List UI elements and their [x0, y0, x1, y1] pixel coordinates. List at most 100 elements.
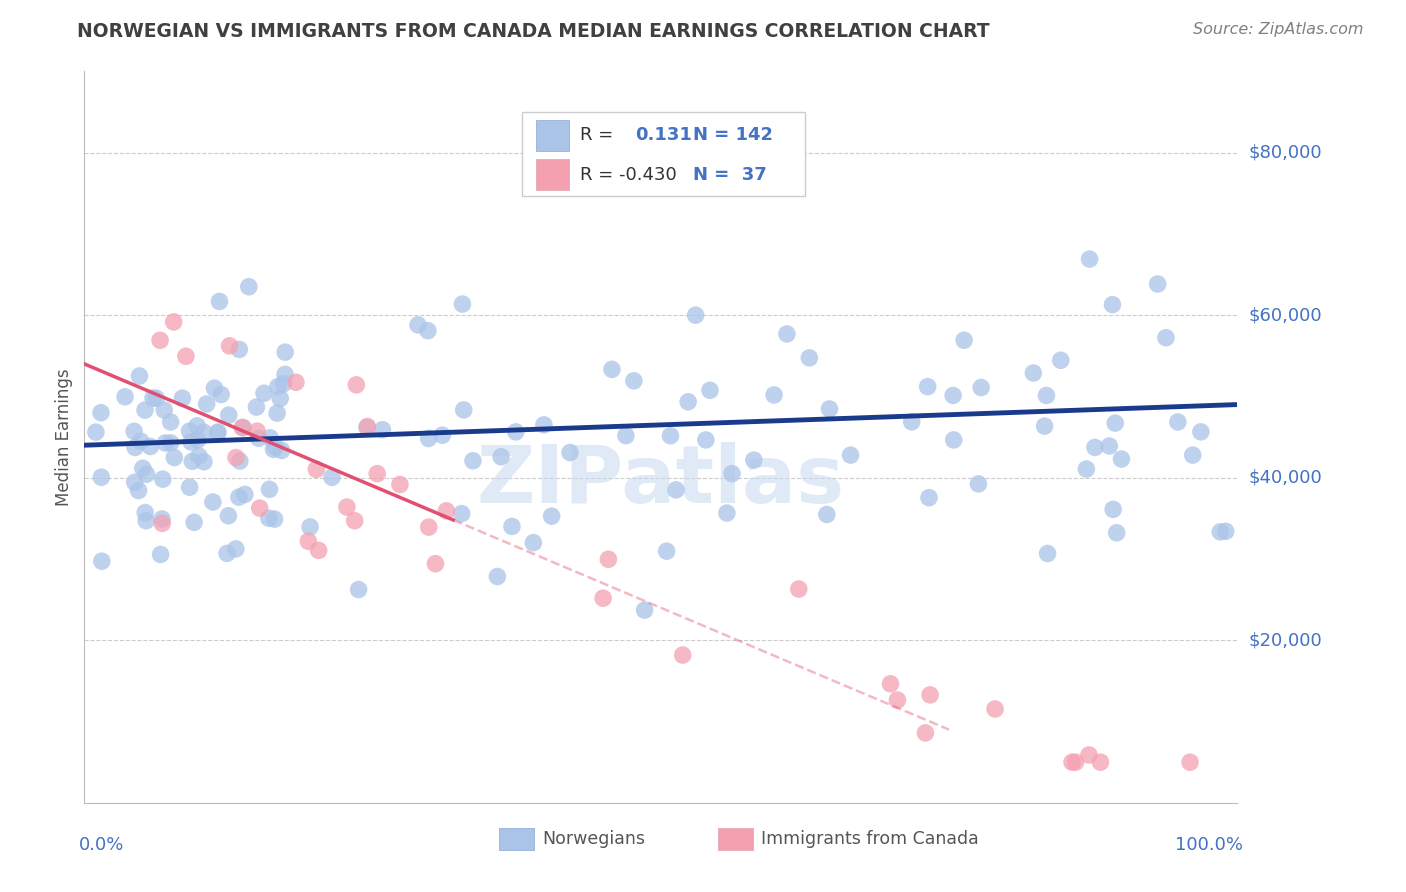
Text: 0.0%: 0.0%: [79, 836, 124, 854]
Point: [195, 397, 218, 411]
Point: [284, 376, 307, 390]
Point: [187, 449, 209, 463]
Point: [1215, 524, 1237, 539]
Point: [633, 603, 655, 617]
Point: [183, 516, 205, 530]
Point: [308, 543, 330, 558]
Point: [231, 420, 253, 434]
Point: [418, 432, 440, 446]
Point: [122, 425, 145, 439]
Point: [450, 507, 472, 521]
Point: [246, 424, 269, 438]
Point: [114, 390, 136, 404]
Point: [356, 420, 378, 434]
Point: [145, 392, 167, 406]
Point: [953, 333, 976, 347]
Point: [274, 345, 297, 359]
Text: Source: ZipAtlas.com: Source: ZipAtlas.com: [1194, 22, 1364, 37]
Point: [201, 495, 224, 509]
Text: 0.131: 0.131: [636, 126, 692, 145]
Point: [149, 548, 172, 562]
Point: [453, 403, 475, 417]
Point: [1035, 388, 1057, 402]
Point: [818, 401, 841, 416]
Point: [179, 424, 201, 438]
Point: [233, 487, 256, 501]
Point: [274, 368, 297, 382]
Point: [659, 429, 682, 443]
Point: [128, 369, 150, 384]
Point: [202, 381, 225, 395]
Point: [900, 415, 922, 429]
Point: [174, 349, 197, 363]
Point: [1101, 297, 1123, 311]
Point: [1209, 524, 1232, 539]
Point: [163, 450, 186, 465]
Point: [270, 443, 292, 458]
Point: [172, 391, 194, 405]
Text: N = 142: N = 142: [693, 126, 773, 145]
Text: R =: R =: [581, 126, 613, 145]
Point: [1104, 416, 1126, 430]
Point: [1090, 755, 1112, 769]
Text: R = -0.430: R = -0.430: [581, 166, 676, 184]
Point: [264, 440, 287, 454]
FancyBboxPatch shape: [536, 160, 568, 190]
Point: [181, 454, 204, 468]
Point: [336, 500, 359, 514]
Point: [305, 462, 328, 476]
Point: [218, 339, 240, 353]
Point: [763, 388, 786, 402]
Point: [1189, 425, 1212, 439]
Point: [1098, 439, 1121, 453]
Point: [132, 461, 155, 475]
Point: [217, 508, 239, 523]
Point: [425, 557, 447, 571]
Point: [84, 425, 107, 439]
Point: [1078, 747, 1101, 762]
Text: $40,000: $40,000: [1249, 468, 1322, 487]
Point: [418, 520, 440, 534]
Point: [623, 374, 645, 388]
Point: [228, 490, 250, 504]
Point: [263, 442, 285, 457]
Point: [716, 506, 738, 520]
Point: [815, 508, 838, 522]
Point: [558, 445, 581, 459]
Point: [1105, 525, 1128, 540]
Point: [721, 467, 744, 481]
Point: [776, 326, 799, 341]
Point: [263, 512, 285, 526]
Point: [486, 569, 509, 583]
Point: [1102, 502, 1125, 516]
Point: [207, 425, 229, 440]
Text: $60,000: $60,000: [1249, 306, 1322, 324]
Point: [434, 504, 457, 518]
Point: [208, 294, 231, 309]
Point: [209, 387, 232, 401]
Point: [1084, 441, 1107, 455]
Point: [942, 388, 965, 402]
Point: [247, 431, 270, 445]
Point: [614, 428, 637, 442]
Point: [347, 582, 370, 597]
Point: [1146, 277, 1168, 291]
Point: [533, 417, 555, 432]
FancyBboxPatch shape: [718, 829, 754, 850]
Point: [267, 379, 290, 393]
Point: [914, 726, 936, 740]
Point: [134, 403, 156, 417]
Point: [124, 441, 146, 455]
Point: [1033, 419, 1056, 434]
Point: [344, 377, 367, 392]
Point: [451, 297, 474, 311]
Point: [152, 472, 174, 486]
Y-axis label: Median Earnings: Median Earnings: [55, 368, 73, 506]
Point: [366, 467, 388, 481]
Point: [695, 433, 717, 447]
Point: [742, 453, 765, 467]
Point: [655, 544, 678, 558]
Point: [787, 582, 810, 596]
Text: NORWEGIAN VS IMMIGRANTS FROM CANADA MEDIAN EARNINGS CORRELATION CHART: NORWEGIAN VS IMMIGRANTS FROM CANADA MEDI…: [77, 22, 990, 41]
Point: [232, 420, 254, 434]
